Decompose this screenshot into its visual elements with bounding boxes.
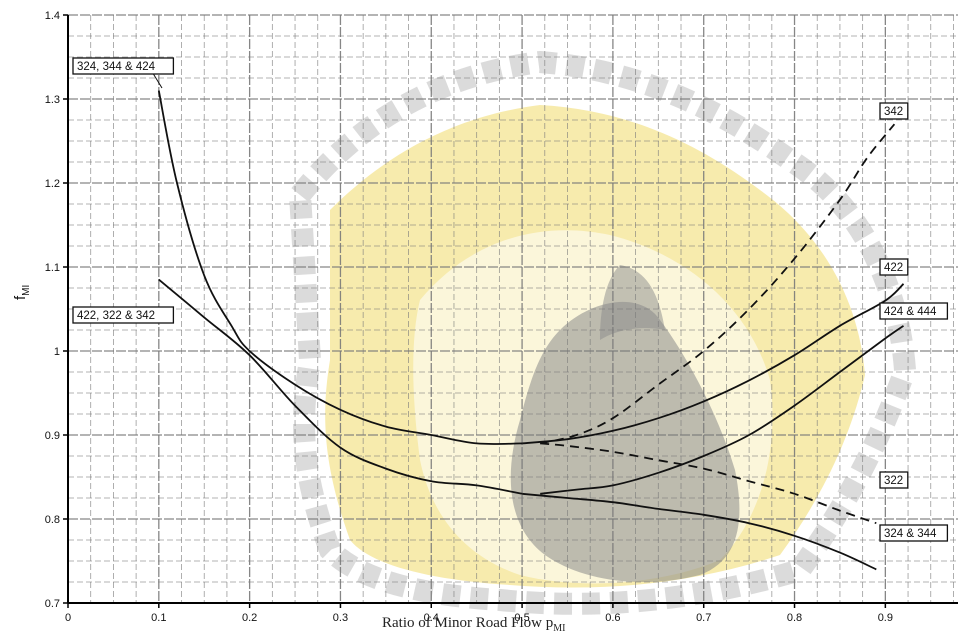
x-tick-label: 0.5 <box>514 612 529 624</box>
axes <box>67 15 958 604</box>
y-tick-label: 1 <box>54 346 60 358</box>
callout-box <box>879 258 909 276</box>
callout-label: 422, 322 & 342 <box>77 310 155 322</box>
x-axis-label: Ratio of Minor Road Flow pMI <box>382 615 565 633</box>
callout-324-344-424: 324, 344 & 424 <box>72 57 175 89</box>
y-tick-label: 0.7 <box>45 598 60 610</box>
watermark-seal <box>288 50 917 615</box>
series-line-422 <box>522 283 905 445</box>
axis-titles: fMI Ratio of Minor Road Flow pMI <box>12 285 565 633</box>
callout-label: 324 & 344 <box>884 528 937 540</box>
tick-labels: 0 0.1 0.2 0.3 0.4 0.5 0.6 0.7 0.8 0.9 0.7 0.8 0.9 1 1.… <box>45 10 893 624</box>
x-tick-label: 0.6 <box>605 612 620 624</box>
series-line-342 <box>539 123 896 445</box>
series-line-422-322-342 <box>158 278 523 495</box>
watermark-outer-ring <box>288 50 917 615</box>
callout-leader <box>152 73 163 89</box>
callout-342: 342 <box>879 102 909 120</box>
callout-label: 424 & 444 <box>884 306 937 318</box>
callout-322: 322 <box>879 471 909 489</box>
y-tick-label: 1.2 <box>45 178 60 190</box>
callout-label: 422 <box>884 262 903 274</box>
callout-324-344: 324 & 344 <box>879 524 949 542</box>
series-line-424-444 <box>540 325 905 495</box>
callout-box <box>879 102 909 120</box>
callout-label: 322 <box>884 475 903 487</box>
x-axis-label-main: Ratio of Minor Road Flow p <box>382 615 553 631</box>
x-tick-label: 0.9 <box>878 612 893 624</box>
callout-label: 324, 344 & 424 <box>77 61 156 73</box>
y-tick-label: 0.9 <box>45 430 60 442</box>
y-tick-label: 0.8 <box>45 514 60 526</box>
x-tick-label: 0.2 <box>242 612 257 624</box>
y-axis-label: fMI <box>12 285 32 300</box>
watermark-center-peak <box>600 265 665 340</box>
callout-box <box>72 306 175 324</box>
y-axis-label-sub: MI <box>21 285 32 296</box>
x-tick-label: 0.4 <box>424 612 439 624</box>
x-axis-label-sub: MI <box>553 623 565 633</box>
x-tick-label: 0.8 <box>787 612 802 624</box>
y-tick-label: 1.4 <box>45 10 60 22</box>
series-line-322 <box>540 442 877 525</box>
callout-424-444: 424 & 444 <box>879 302 949 320</box>
callout-box <box>879 471 909 489</box>
y-tick-label: 1.3 <box>45 94 60 106</box>
series-line-324-344-424 <box>157 90 523 445</box>
callout-box <box>879 524 949 542</box>
curve-callouts: 324, 344 & 424 422, 322 & 342 342 422 424 & … <box>72 57 949 542</box>
callout-box <box>879 302 949 320</box>
x-tick-label: 0.7 <box>696 612 711 624</box>
callout-422-322-342: 422, 322 & 342 <box>72 306 175 324</box>
series-line-324-344 <box>522 492 877 571</box>
x-tick-label: 0.1 <box>151 612 166 624</box>
y-tick-label: 1.1 <box>45 262 60 274</box>
x-tick-label: 0 <box>65 612 71 624</box>
curves <box>157 90 905 571</box>
callout-box <box>72 57 175 75</box>
callout-label: 342 <box>884 106 903 118</box>
callout-422: 422 <box>879 258 909 276</box>
y-axis-label-main: f <box>12 295 29 300</box>
x-tick-label: 0.3 <box>333 612 348 624</box>
